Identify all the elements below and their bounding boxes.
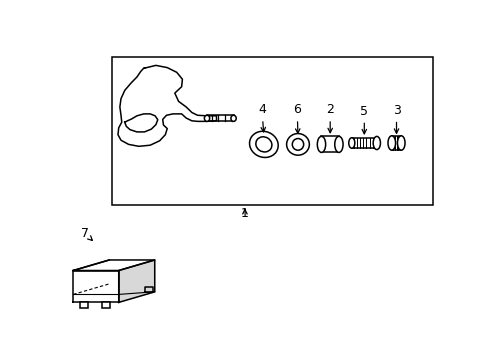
Ellipse shape [292, 139, 303, 150]
Ellipse shape [249, 131, 278, 157]
Ellipse shape [204, 115, 209, 121]
Ellipse shape [397, 136, 404, 150]
Ellipse shape [317, 136, 325, 152]
Text: 3: 3 [392, 104, 400, 133]
Ellipse shape [255, 137, 271, 152]
Text: 4: 4 [258, 103, 265, 132]
Ellipse shape [387, 136, 395, 150]
Bar [102, 302, 110, 308]
Polygon shape [73, 270, 119, 302]
Text: 2: 2 [325, 103, 333, 133]
Ellipse shape [286, 134, 309, 155]
Bar [112, 57, 432, 205]
Polygon shape [119, 260, 154, 302]
Text: 6: 6 [293, 103, 301, 133]
Ellipse shape [334, 136, 343, 152]
Text: 5: 5 [360, 105, 367, 134]
Ellipse shape [372, 136, 380, 149]
Text: 7: 7 [81, 226, 92, 240]
Ellipse shape [348, 138, 354, 148]
Ellipse shape [230, 115, 236, 121]
Text: 1: 1 [241, 207, 248, 220]
Bar [80, 302, 88, 308]
Polygon shape [73, 260, 154, 270]
